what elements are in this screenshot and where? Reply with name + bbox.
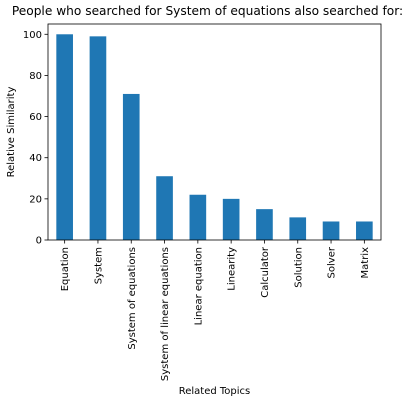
x-tick-label: Linearity — [227, 247, 238, 291]
y-axis-label: Relative Similarity — [6, 87, 17, 178]
bar-solver — [322, 221, 340, 240]
x-tick-label: System of equations — [127, 247, 138, 350]
bar-matrix — [356, 221, 373, 240]
y-tick-label: 0 — [36, 236, 42, 247]
bar-system — [89, 36, 107, 240]
bar-linearity — [222, 198, 240, 240]
bar-linear-equation — [189, 194, 207, 240]
bars-group — [56, 34, 373, 241]
bar-solution — [289, 217, 307, 240]
bar-system-of-linear-equations — [156, 176, 173, 240]
bar-equation — [56, 34, 73, 241]
y-tick-label: 100 — [23, 30, 42, 41]
y-tick-label: 60 — [29, 112, 42, 123]
y-tick-label: 80 — [29, 71, 42, 82]
y-tick-label: 40 — [29, 153, 42, 164]
x-tick-label: Matrix — [360, 247, 371, 279]
chart-title: People who searched for System of equati… — [11, 4, 404, 18]
x-axis-ticks: Equation System System of equations System … — [60, 240, 371, 381]
x-tick-label: Equation — [60, 247, 71, 291]
x-tick-label: Linear equation — [193, 247, 204, 325]
x-tick-label: System — [93, 247, 104, 284]
x-tick-label: System of linear equations — [160, 247, 171, 381]
bar-calculator — [256, 209, 273, 240]
y-tick-label: 20 — [29, 194, 42, 205]
x-tick-label: Solution — [293, 247, 304, 288]
x-tick-label: Solver — [327, 246, 338, 278]
x-tick-label: Calculator — [260, 246, 271, 298]
y-axis-ticks: 0 20 40 60 80 100 — [23, 30, 48, 247]
plot-frame — [47, 23, 382, 241]
bar-system-of-equations — [122, 93, 140, 240]
x-axis-label: Related Topics — [179, 386, 251, 397]
